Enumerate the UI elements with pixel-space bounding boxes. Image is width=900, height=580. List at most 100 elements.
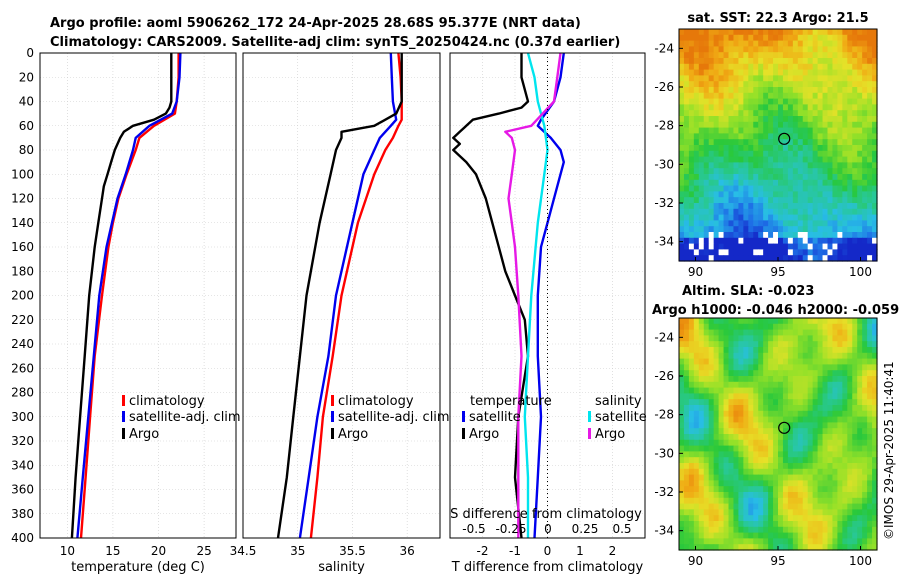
map-cell: [708, 52, 715, 59]
map-cell: [748, 538, 754, 545]
map-cell: [763, 497, 769, 505]
map-cell: [792, 179, 799, 187]
map-cell: [688, 162, 695, 169]
map-cell: [723, 150, 730, 158]
map-cell: [708, 162, 715, 169]
map-cell: [792, 515, 799, 522]
map-cell: [718, 156, 725, 163]
map-cell: [778, 116, 784, 123]
map-cell: [763, 58, 769, 65]
map-cell: [857, 58, 863, 65]
map-cell: [768, 376, 774, 383]
map-cell: [817, 162, 824, 169]
map-cell: [728, 451, 735, 458]
map-cell: [683, 480, 690, 487]
map-cell: [713, 416, 720, 423]
map-cell: [778, 98, 784, 105]
map-cell: [683, 335, 690, 342]
map-cell: [698, 370, 705, 377]
map-cell: [827, 381, 834, 389]
map-cell: [782, 34, 789, 42]
map-cell: [718, 463, 725, 470]
map-cell: [773, 121, 779, 129]
map-cell: [698, 532, 705, 539]
map-cell: [812, 434, 819, 441]
map-cell: [713, 139, 720, 146]
map-cell: [867, 341, 873, 348]
map-cell: [807, 81, 814, 88]
map-cell: [832, 185, 838, 192]
map-cell: [748, 174, 754, 181]
map-cell: [867, 468, 873, 476]
map-cell: [867, 208, 873, 216]
map-cell: [773, 179, 779, 187]
map-cell: [778, 329, 784, 336]
map-cell: [812, 318, 819, 325]
map-cell: [827, 40, 834, 47]
map-cell: [822, 451, 829, 458]
map-cell: [748, 393, 754, 400]
map-cell: [758, 75, 764, 82]
map-cell: [758, 463, 764, 470]
map-cell: [683, 486, 690, 493]
map-cell: [782, 509, 789, 516]
map-cell: [852, 422, 858, 429]
map-cell: [683, 544, 690, 551]
map-cell: [708, 399, 715, 406]
map-cell: [837, 81, 843, 88]
map-cell: [827, 474, 834, 481]
map-cell: [802, 226, 809, 233]
map-cell: [832, 174, 838, 181]
map-cell: [862, 486, 868, 493]
map-cell: [753, 145, 759, 152]
map-cell: [842, 197, 848, 204]
map-cell: [708, 468, 715, 476]
map-cell: [817, 544, 824, 551]
map-cell: [842, 150, 848, 158]
map-cell: [768, 98, 774, 105]
map-cell: [748, 191, 754, 198]
map-cell: [832, 104, 838, 111]
map-cell: [698, 46, 705, 53]
map-cell: [748, 323, 754, 331]
map-cell: [842, 387, 848, 394]
map-cell: [763, 347, 769, 354]
map-cell: [862, 145, 868, 152]
map-cell: [738, 98, 744, 105]
map-cell: [723, 376, 730, 383]
map-cell: [768, 52, 774, 59]
map-cell: [738, 497, 744, 505]
map-cell: [688, 347, 695, 354]
map-cell: [847, 214, 853, 221]
map-cell: [773, 58, 779, 65]
map-cell: [703, 191, 710, 198]
map-cell: [743, 387, 749, 394]
map-cell: [792, 110, 799, 117]
map-cell: [847, 399, 853, 406]
map-cell: [758, 255, 764, 262]
map-cell: [773, 168, 779, 175]
map-cell: [748, 179, 754, 187]
map-cell: [872, 341, 878, 348]
map-cell: [768, 347, 774, 354]
map-cell: [698, 174, 705, 181]
map-cell: [812, 468, 819, 476]
map-cell: [718, 521, 725, 528]
map-cell: [693, 544, 700, 551]
map-cell: [688, 492, 695, 499]
map-cell: [847, 544, 853, 551]
map-cell: [718, 323, 725, 331]
map-cell: [728, 116, 735, 123]
map-cell: [698, 127, 705, 134]
map-cell: [703, 515, 710, 522]
map-cell: [842, 497, 848, 505]
map-cell: [847, 121, 853, 129]
map-cell: [817, 29, 824, 36]
map-cell: [827, 133, 834, 140]
map-cell: [797, 46, 804, 53]
map-cell: [842, 526, 848, 534]
map-cell: [723, 58, 730, 65]
map-cell: [867, 544, 873, 551]
map-cell: [852, 318, 858, 325]
map-cell: [857, 521, 863, 528]
